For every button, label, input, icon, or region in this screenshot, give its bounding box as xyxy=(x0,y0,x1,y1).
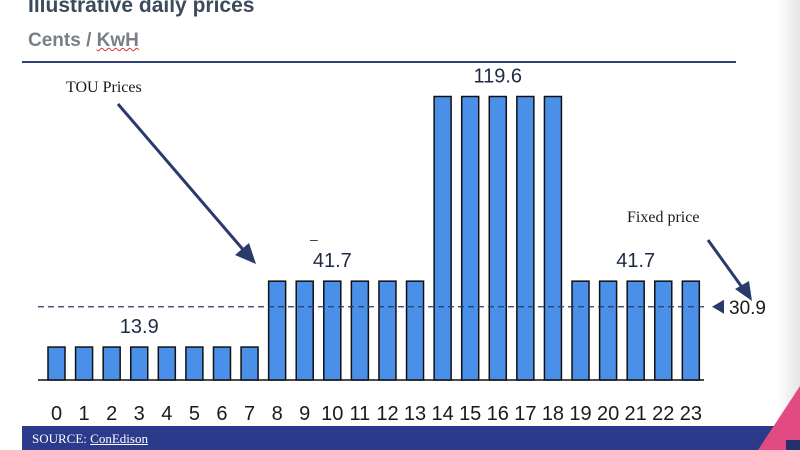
bar-hour-2 xyxy=(102,346,121,381)
bar-hour-21 xyxy=(626,280,645,381)
bar-hour-0 xyxy=(47,346,66,381)
subtitle-prefix: Cents / xyxy=(28,30,97,51)
x-tick-label: 9 xyxy=(299,403,310,425)
fixed-price-value: 30.9 xyxy=(729,298,766,319)
data-label: 119.6 xyxy=(473,66,522,88)
x-tick-label: 16 xyxy=(487,403,509,425)
x-tick-label: 2 xyxy=(106,403,117,425)
bar-hour-12 xyxy=(378,280,397,381)
bar-hour-6 xyxy=(212,346,232,381)
tou-prices-label: TOU Prices xyxy=(66,79,142,96)
header-divider xyxy=(22,61,736,63)
x-tick-label: 12 xyxy=(376,403,398,425)
tou-arrow xyxy=(116,103,248,254)
fixed-arrow xyxy=(706,239,746,291)
x-tick-label: 6 xyxy=(216,403,227,425)
bar-hour-11 xyxy=(350,280,370,381)
bar-hour-8 xyxy=(267,280,287,381)
x-tick-label: 17 xyxy=(514,403,536,425)
bar-hour-15 xyxy=(460,95,480,381)
x-tick-label: 19 xyxy=(569,403,591,425)
x-tick-label: 18 xyxy=(542,403,564,425)
x-tick-label: 20 xyxy=(597,403,619,425)
data-label: 41.7 xyxy=(313,250,352,272)
fixed-arrow-head xyxy=(735,281,752,301)
bar-hour-19 xyxy=(571,280,590,381)
bars-group xyxy=(47,95,701,381)
slide-subtitle: Cents / KwH xyxy=(28,30,139,52)
x-tick-label: 22 xyxy=(652,403,674,425)
bar-hour-9 xyxy=(295,280,314,381)
bar-hour-22 xyxy=(654,280,673,381)
corner-accent-dark xyxy=(786,440,800,450)
bar-hour-13 xyxy=(405,280,425,381)
x-tick-label: 15 xyxy=(459,403,481,425)
tou-arrow-head xyxy=(235,243,256,264)
data-label: 13.9 xyxy=(120,316,159,338)
x-tick-label: 21 xyxy=(625,403,647,425)
fixed-price-marker-icon xyxy=(712,299,724,314)
bar-hour-4 xyxy=(157,346,177,381)
data-labels: 13.9 41.7 119.6 41.7 xyxy=(120,66,655,339)
bar-hour-1 xyxy=(74,346,94,381)
fixed-price-label: Fixed price xyxy=(627,209,699,226)
x-tick-label: 10 xyxy=(321,403,343,425)
bar-hour-3 xyxy=(129,346,149,381)
bar-hour-5 xyxy=(185,346,204,381)
x-tick-label: 5 xyxy=(189,403,200,425)
x-tick-label: 8 xyxy=(272,403,283,425)
bar-hour-7 xyxy=(240,346,259,381)
x-tick-label: 23 xyxy=(680,403,702,425)
subtitle-unit: KwH xyxy=(96,30,139,51)
data-label: 41.7 xyxy=(616,250,655,272)
source-prefix: SOURCE: xyxy=(32,431,91,446)
x-tick-label: 11 xyxy=(349,403,370,425)
x-tick-label: 14 xyxy=(431,403,453,425)
x-tick-label: 0 xyxy=(51,403,62,425)
bar-hour-14 xyxy=(433,95,452,381)
bar-hour-20 xyxy=(598,280,618,381)
x-tick-label: 4 xyxy=(161,403,172,425)
footer-bar xyxy=(22,426,778,450)
minus-mark: – xyxy=(310,231,318,247)
source-note: SOURCE: ConEdison xyxy=(32,431,148,447)
bar-hour-18 xyxy=(543,95,563,381)
bar-hour-10 xyxy=(323,280,342,381)
x-tick-label: 1 xyxy=(79,403,90,425)
slide-title: Illustrative daily prices xyxy=(28,0,255,17)
bar-hour-16 xyxy=(488,95,508,381)
bar-hour-23 xyxy=(681,280,701,381)
corner-accent xyxy=(758,386,800,450)
x-tick-label: 7 xyxy=(244,403,255,425)
x-tick-label: 3 xyxy=(134,403,145,425)
bar-hour-17 xyxy=(516,95,535,381)
source-name: ConEdison xyxy=(90,431,148,446)
x-tick-label: 13 xyxy=(404,403,426,425)
edge-shade xyxy=(778,0,800,450)
x-tick-labels: 0 1 2 3 4 5 6 7 8 9 10 11 12 13 14 15 16 17 18 19 20 21 22 23 xyxy=(51,403,702,425)
